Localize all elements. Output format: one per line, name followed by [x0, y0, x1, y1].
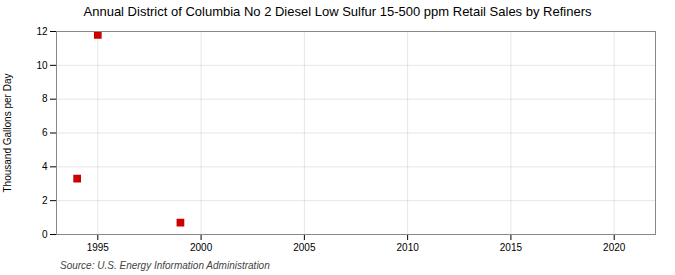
svg-text:10: 10: [36, 60, 48, 71]
svg-text:1995: 1995: [87, 242, 110, 253]
html-text:Source: U.S. Energy Informatio: Source: U.S. Energy Information Administ…: [60, 260, 270, 271]
html-text:Annual District of Columbia No: Annual District of Columbia No 2 Diesel …: [83, 4, 592, 19]
svg-text:2010: 2010: [397, 242, 420, 253]
svg-text:2005: 2005: [293, 242, 316, 253]
svg-text:2015: 2015: [500, 242, 523, 253]
svg-text:12: 12: [36, 26, 48, 37]
svg-text:0: 0: [42, 229, 48, 240]
svg-text:8: 8: [42, 93, 48, 104]
svg-text:4: 4: [42, 161, 48, 172]
svg-text:6: 6: [42, 127, 48, 138]
svg-text:2: 2: [42, 195, 48, 206]
svg-text:Thousand Gallons per Day: Thousand Gallons per Day: [2, 74, 13, 193]
svg-text:2020: 2020: [603, 242, 626, 253]
svg-text:2000: 2000: [190, 242, 213, 253]
